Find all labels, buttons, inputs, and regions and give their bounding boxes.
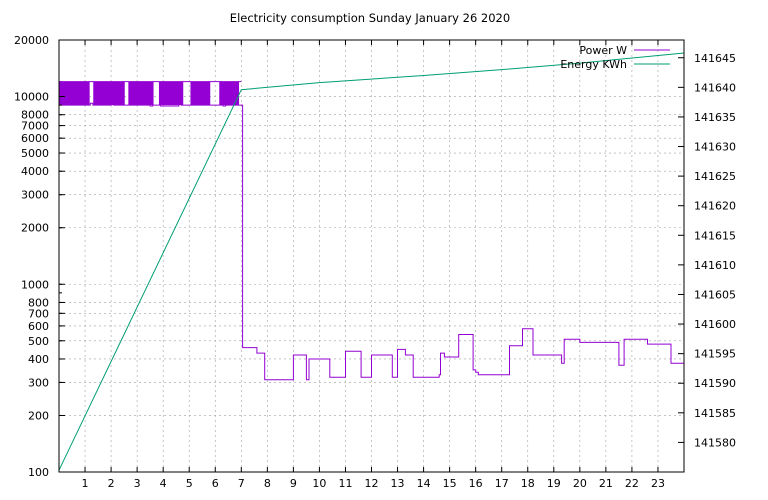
y-right-tick-label: 141600 [694,318,736,331]
y-left-tick-label: 6000 [21,132,49,145]
x-tick-label: 16 [469,477,483,490]
series-line-0 [59,81,685,381]
x-tick-label: 11 [338,477,352,490]
y-left-tick-label: 10000 [14,91,49,104]
x-tick-label: 23 [651,477,665,490]
y-left-tick-label: 300 [28,376,49,389]
y-left-tick-label: 2000 [21,222,49,235]
y-left-tick-label: 700 [28,307,49,320]
y-left-tick-label: 3000 [21,189,49,202]
x-tick-label: 9 [290,477,297,490]
y-right-tick-label: 141615 [694,229,736,242]
axis-layer: 1 2 3 4 5 6 7 8 9 10 11 12 13 14 15 16 17 18 19 20 21 22 23100… [14,34,736,490]
y-left-tick-label: 400 [28,353,49,366]
x-tick-label: 13 [391,477,405,490]
x-tick-label: 18 [521,477,535,490]
y-left-tick-label: 500 [28,335,49,348]
x-tick-label: 17 [495,477,509,490]
x-tick-label: 20 [573,477,587,490]
x-tick-label: 7 [238,477,245,490]
y-right-tick-label: 141630 [694,141,736,154]
y-right-tick-label: 141595 [694,348,736,361]
y-right-tick-label: 141635 [694,111,736,124]
x-tick-label: 14 [417,477,431,490]
y-left-tick-label: 4000 [21,165,49,178]
power-oscillation-band [59,81,240,106]
x-tick-label: 21 [599,477,613,490]
y-right-tick-label: 141645 [694,52,736,65]
legend-label-power: Power W [579,44,627,57]
y-right-tick-label: 141605 [694,288,736,301]
x-tick-label: 15 [443,477,457,490]
y-right-tick-label: 141625 [694,170,736,183]
y-left-tick-label: 8000 [21,109,49,122]
y-left-tick-label: 5000 [21,147,49,160]
y-right-tick-label: 141610 [694,259,736,272]
y-right-tick-label: 141585 [694,407,736,420]
y-left-tick-label: 20000 [14,34,49,47]
x-tick-label: 10 [312,477,326,490]
y-left-tick-label: 600 [28,320,49,333]
x-tick-label: 4 [160,477,167,490]
y-left-tick-label: 800 [28,296,49,309]
y-left-tick-label: 100 [28,466,49,479]
y-left-tick-label: 1000 [21,278,49,291]
x-tick-label: 6 [212,477,219,490]
y-right-tick-label: 141580 [694,436,736,449]
legend-label-energy: Energy KWh [560,58,627,71]
y-left-tick-label: 7000 [21,120,49,133]
y-right-tick-label: 141620 [694,200,736,213]
x-tick-label: 22 [625,477,639,490]
legend: Power W Energy KWh [560,44,670,71]
x-tick-label: 1 [82,477,89,490]
chart-title: Electricity consumption Sunday January 2… [230,11,510,25]
x-tick-label: 19 [547,477,561,490]
y-right-tick-label: 141640 [694,81,736,94]
series-line-1 [58,52,685,471]
y-left-tick-label: 200 [28,409,49,422]
x-tick-label: 5 [186,477,193,490]
x-tick-label: 2 [108,477,115,490]
x-tick-label: 3 [134,477,141,490]
x-tick-label: 12 [365,477,379,490]
x-tick-label: 8 [264,477,271,490]
y-right-tick-label: 141590 [694,377,736,390]
